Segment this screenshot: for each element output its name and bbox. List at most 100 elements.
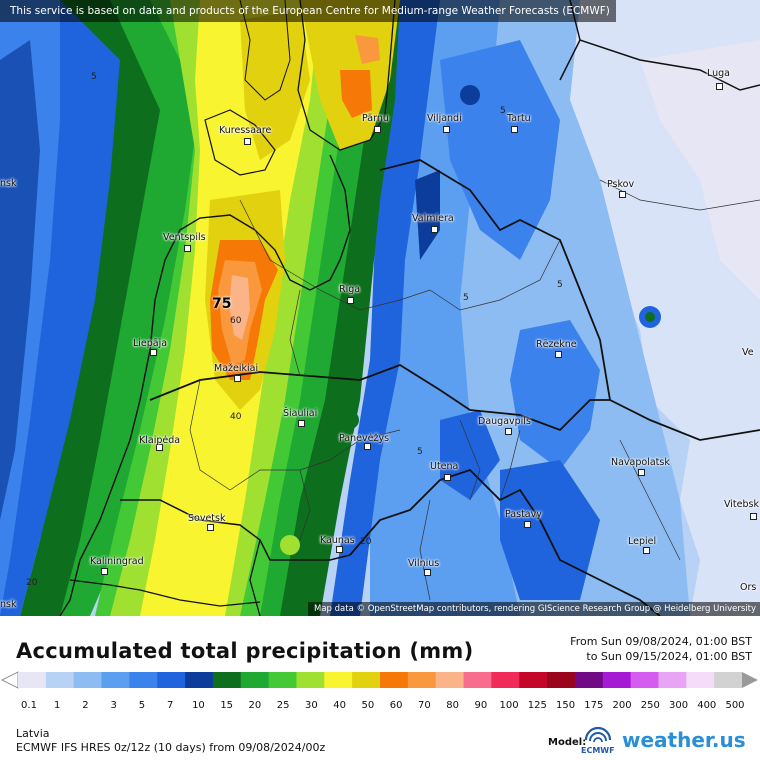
city-marker xyxy=(244,138,251,145)
city-pastavy[interactable]: Pastavy xyxy=(505,509,542,520)
city-partial-southeast[interactable]: Ors xyxy=(740,582,757,593)
scale-swatch xyxy=(129,672,158,688)
city-marker xyxy=(207,524,214,531)
city-marker xyxy=(511,126,518,133)
scale-swatch xyxy=(18,672,47,688)
city-marker xyxy=(150,349,157,356)
city-lepiel[interactable]: Lepiel xyxy=(628,536,657,547)
scale-swatch xyxy=(101,672,130,688)
city-ventspils[interactable]: Ventspils xyxy=(163,232,206,243)
scale-level-label: 5 xyxy=(139,700,145,711)
scale-level-label: 25 xyxy=(277,700,290,711)
city-marker xyxy=(750,513,757,520)
city-parnu[interactable]: Pärnu xyxy=(362,113,389,124)
scale-swatch xyxy=(574,672,604,688)
scale-level-label: 300 xyxy=(669,700,688,711)
city-marker xyxy=(364,443,371,450)
scale-swatch xyxy=(547,672,576,688)
city-marker xyxy=(336,546,343,553)
scale-level-label: 60 xyxy=(390,700,403,711)
scale-swatch xyxy=(268,672,297,688)
scale-level-label: 1 xyxy=(54,700,60,711)
contour-label: 40 xyxy=(230,412,242,422)
city-marker xyxy=(431,226,438,233)
city-pskov[interactable]: Pskov xyxy=(607,179,635,190)
ecmwf-logo-icon[interactable] xyxy=(578,726,618,754)
city-sovetsk[interactable]: Sovetsk xyxy=(188,513,226,524)
city-siauliai[interactable]: Šiauliai xyxy=(283,408,318,419)
city-partial-southwest[interactable]: nsk xyxy=(0,599,17,610)
scale-swatch xyxy=(73,672,103,688)
scale-level-label: 400 xyxy=(697,700,716,711)
scale-level-label: 80 xyxy=(446,700,459,711)
contour-label: 60 xyxy=(230,316,242,326)
contour-label: 20 xyxy=(26,578,38,588)
city-kaliningrad[interactable]: Kaliningrad xyxy=(90,556,144,567)
city-marker xyxy=(374,126,381,133)
maximum-value-label: 75 xyxy=(212,296,232,312)
city-daugavpils[interactable]: Daugavpils xyxy=(478,416,531,427)
city-rezekne[interactable]: Rēzekne xyxy=(536,339,577,350)
scale-level-label: 175 xyxy=(584,700,603,711)
color-scale-legend: 0.1 1 2 3 5 7 10 15 20 25 30 40 50 60 70 80 90 100 125 150 1… xyxy=(1,671,758,711)
city-liepaja[interactable]: Liepāja xyxy=(133,338,168,349)
scale-level-label: 10 xyxy=(192,700,205,711)
contour-label: 5 xyxy=(91,72,97,82)
city-riga[interactable]: Riga xyxy=(339,284,361,295)
city-marker xyxy=(638,469,645,476)
city-viljandi[interactable]: Viljandi xyxy=(427,113,462,124)
model-info: ECMWF IFS HRES 0z/12z (10 days) from 09/… xyxy=(16,741,326,754)
scale-swatch xyxy=(519,672,548,688)
city-panevezys[interactable]: Panevėžys xyxy=(339,433,390,444)
brand-logo[interactable]: weather.us xyxy=(622,728,746,752)
scale-swatch xyxy=(491,672,520,688)
city-mazeikiai[interactable]: Mažeikiai xyxy=(214,363,259,374)
scale-swatch xyxy=(714,672,743,688)
scale-level-label: 3 xyxy=(111,700,117,711)
scale-swatch xyxy=(435,672,465,688)
scale-swatch xyxy=(185,672,214,688)
city-vitebsk[interactable]: Vitebsk xyxy=(724,499,759,510)
city-partial-west[interactable]: nsk xyxy=(0,178,17,189)
scale-level-label: 0.1 xyxy=(21,700,37,711)
contour-label: 20 xyxy=(360,537,372,547)
scale-level-label: 2 xyxy=(82,700,88,711)
scale-swatch xyxy=(296,672,325,688)
city-valmiera[interactable]: Valmiera xyxy=(412,213,454,224)
map-title: Accumulated total precipitation (mm) xyxy=(16,639,474,663)
city-marker xyxy=(643,547,650,554)
scale-min-arrow xyxy=(1,671,19,689)
scale-swatch xyxy=(407,672,437,688)
scale-swatch xyxy=(352,672,381,688)
scale-level-label: 100 xyxy=(500,700,519,711)
precipitation-field xyxy=(0,0,760,616)
city-marker xyxy=(424,569,431,576)
scale-swatch xyxy=(463,672,492,688)
city-tartu[interactable]: Tartu xyxy=(507,113,531,124)
city-klaipeda[interactable]: Klaipėda xyxy=(139,435,181,446)
city-luga[interactable]: Luga xyxy=(707,68,730,79)
city-marker xyxy=(156,444,163,451)
city-kaunas[interactable]: Kaunas xyxy=(320,535,355,546)
model-label: Model: xyxy=(548,737,587,748)
city-partial-east[interactable]: Ve xyxy=(742,347,754,358)
scale-level-label: 15 xyxy=(220,700,233,711)
scale-level-label: 200 xyxy=(612,700,631,711)
scale-swatch xyxy=(324,672,353,688)
city-kuressaare[interactable]: Kuressaare xyxy=(219,125,272,136)
scale-swatch xyxy=(157,672,186,688)
city-marker xyxy=(524,521,531,528)
city-vilnius[interactable]: Vilnius xyxy=(408,558,440,569)
scale-swatch xyxy=(380,672,409,688)
city-marker xyxy=(234,375,241,382)
city-navapolatsk[interactable]: Navapolatsk xyxy=(611,457,670,468)
city-utena[interactable]: Utena xyxy=(430,461,459,472)
scale-level-label: 125 xyxy=(528,700,547,711)
scale-swatch xyxy=(658,672,687,688)
map-attribution[interactable]: Map data © OpenStreetMap contributors, r… xyxy=(308,602,760,616)
region-name: Latvia xyxy=(16,727,50,740)
precipitation-map[interactable]: This service is based on data and produc… xyxy=(0,0,760,616)
scale-swatch xyxy=(240,672,270,688)
scale-level-label: 20 xyxy=(249,700,262,711)
scale-level-label: 150 xyxy=(556,700,575,711)
